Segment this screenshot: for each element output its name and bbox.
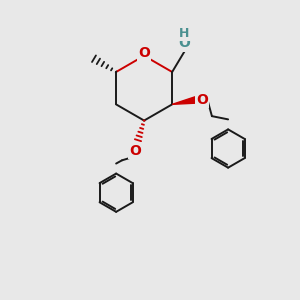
- Text: H: H: [179, 27, 189, 40]
- Text: O: O: [129, 144, 141, 158]
- Text: O: O: [178, 36, 190, 50]
- Polygon shape: [172, 97, 196, 104]
- Text: O: O: [196, 93, 208, 107]
- Text: O: O: [138, 46, 150, 60]
